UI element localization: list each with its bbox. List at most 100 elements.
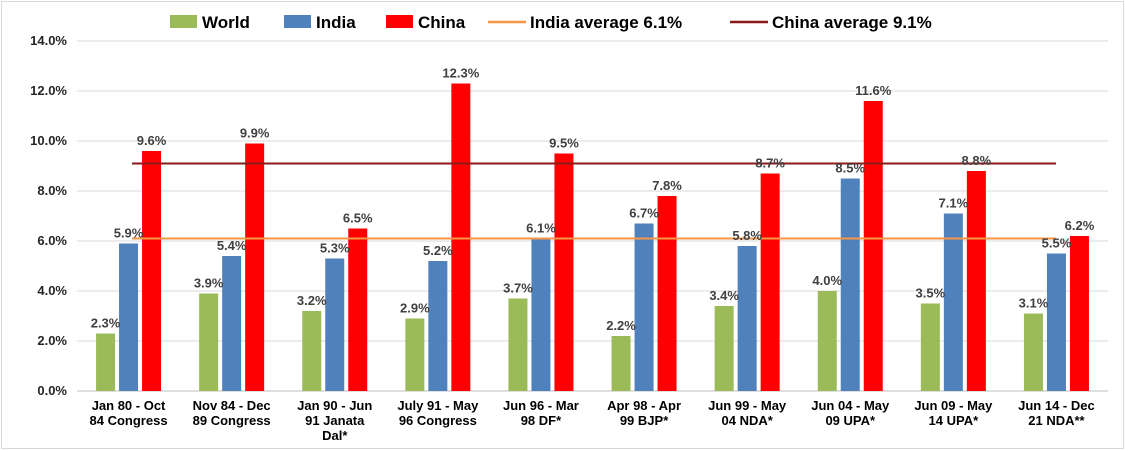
x-tick-label-line: 89 Congress bbox=[193, 413, 271, 428]
x-tick-label-line: Jun 04 - May bbox=[811, 398, 890, 413]
x-tick-label: Jun 96 - Mar 98 DF* bbox=[503, 398, 579, 428]
data-label-world: 4.0% bbox=[812, 273, 842, 288]
data-labels: 2.3% 5.9% 9.6% 3.9% 5.4% 9.9% 3.2% 5.3% 6.5% 2.9%… bbox=[91, 66, 1095, 334]
legend-swatch-china bbox=[386, 15, 413, 28]
data-label-india: 5.5% bbox=[1042, 236, 1072, 251]
x-tick-label-line: Jun 09 - May bbox=[914, 398, 993, 413]
reference-lines bbox=[132, 162, 1056, 240]
legend-label-china-average-9-1: China average 9.1% bbox=[772, 13, 932, 32]
data-label-world: 2.3% bbox=[91, 316, 121, 331]
bar-world bbox=[199, 293, 219, 391]
data-label-india: 7.1% bbox=[939, 196, 969, 211]
x-tick-label-line: Nov 84 - Dec bbox=[193, 398, 271, 413]
data-label-china: 8.7% bbox=[755, 156, 785, 171]
y-tick-label: 0.0% bbox=[37, 383, 67, 398]
x-tick-label-line: July 91 - May bbox=[397, 398, 479, 413]
data-label-china: 9.5% bbox=[549, 136, 579, 151]
y-tick-label: 10.0% bbox=[30, 133, 67, 148]
data-label-india: 5.2% bbox=[423, 243, 453, 258]
bars bbox=[96, 83, 1089, 391]
legend-label-china: China bbox=[418, 13, 466, 32]
y-tick-label: 2.0% bbox=[37, 333, 67, 348]
bar-world bbox=[920, 303, 940, 391]
y-tick-label: 4.0% bbox=[37, 283, 67, 298]
bar-world bbox=[302, 311, 322, 391]
x-tick-label-line: Dal* bbox=[322, 428, 348, 443]
bar-india bbox=[531, 238, 551, 391]
data-label-china: 12.3% bbox=[442, 66, 479, 81]
bar-china bbox=[1069, 236, 1089, 391]
data-label-world: 2.9% bbox=[400, 301, 430, 316]
bar-world bbox=[714, 306, 734, 391]
bar-china bbox=[657, 196, 677, 391]
data-label-india: 8.5% bbox=[835, 161, 865, 176]
bar-world bbox=[508, 298, 528, 391]
x-tick-label: Jan 90 - Jun 91 Janata Dal* bbox=[297, 398, 372, 443]
data-label-world: 3.7% bbox=[503, 281, 533, 296]
x-tick-label-line: Jan 90 - Jun bbox=[297, 398, 372, 413]
x-tick-label: Nov 84 - Dec 89 Congress bbox=[193, 398, 271, 428]
y-tick-label: 8.0% bbox=[37, 183, 67, 198]
x-tick-label: Apr 98 - Apr 99 BJP* bbox=[607, 398, 681, 428]
bar-china bbox=[863, 101, 883, 391]
data-label-china: 9.9% bbox=[240, 126, 270, 141]
data-label-china: 6.5% bbox=[343, 211, 373, 226]
legend-swatch-world bbox=[170, 15, 197, 28]
data-label-china: 8.8% bbox=[962, 153, 992, 168]
x-tick-label-line: 91 Janata bbox=[305, 413, 365, 428]
x-tick-label: Jun 04 - May 09 UPA* bbox=[811, 398, 890, 428]
data-label-world: 3.2% bbox=[297, 293, 327, 308]
data-label-china: 6.2% bbox=[1065, 218, 1095, 233]
data-label-china: 9.6% bbox=[137, 133, 167, 148]
bar-china bbox=[760, 173, 780, 391]
bar-india bbox=[428, 261, 448, 391]
bar-india bbox=[325, 258, 345, 391]
x-tick-label-line: Jun 99 - May bbox=[708, 398, 787, 413]
x-tick-label-line: Jun 96 - Mar bbox=[503, 398, 579, 413]
y-tick-label: 14.0% bbox=[30, 33, 67, 48]
x-tick-label: July 91 - May 96 Congress bbox=[397, 398, 479, 428]
legend-label-india-average-6-1: India average 6.1% bbox=[530, 13, 682, 32]
x-axis: Jan 80 - Oct 84 Congress Nov 84 - Dec 89 Co… bbox=[90, 398, 1095, 443]
legend: World India China India average 6.1% China a… bbox=[170, 13, 932, 32]
y-tick-label: 6.0% bbox=[37, 233, 67, 248]
data-label-india: 6.7% bbox=[629, 206, 659, 221]
bar-india bbox=[943, 213, 963, 391]
legend-label-world: World bbox=[202, 13, 250, 32]
y-axis: 0.0% 2.0% 4.0% 6.0% 8.0% 10.0% 12.0% 14.0% bbox=[30, 33, 67, 398]
data-label-world: 3.4% bbox=[709, 288, 739, 303]
x-tick-label-line: 21 NDA** bbox=[1028, 413, 1085, 428]
bar-china bbox=[554, 153, 574, 391]
x-tick-label-line: Apr 98 - Apr bbox=[607, 398, 681, 413]
bar-india bbox=[222, 256, 242, 391]
bar-china bbox=[142, 151, 162, 391]
data-label-india: 5.3% bbox=[320, 241, 350, 256]
bar-india bbox=[119, 243, 139, 391]
x-tick-label-line: 04 NDA* bbox=[722, 413, 774, 428]
bar-world bbox=[817, 291, 837, 391]
x-tick-label-line: Jan 80 - Oct bbox=[92, 398, 166, 413]
data-label-india: 5.8% bbox=[732, 228, 762, 243]
legend-label-india: India bbox=[316, 13, 356, 32]
bar-world bbox=[1023, 313, 1043, 391]
data-label-world: 3.1% bbox=[1019, 296, 1049, 311]
bar-india bbox=[634, 223, 654, 391]
bar-india bbox=[737, 246, 757, 391]
x-tick-label: Jun 09 - May 14 UPA* bbox=[914, 398, 993, 428]
data-label-world: 3.5% bbox=[916, 286, 946, 301]
bar-india bbox=[840, 178, 860, 391]
x-tick-label-line: 14 UPA* bbox=[929, 413, 980, 428]
data-label-china: 11.6% bbox=[855, 83, 892, 98]
bar-china bbox=[451, 83, 471, 391]
data-label-india: 5.4% bbox=[217, 238, 247, 253]
data-label-world: 2.2% bbox=[606, 318, 636, 333]
x-tick-label-line: 96 Congress bbox=[399, 413, 477, 428]
bar-world bbox=[405, 318, 425, 391]
bar-china bbox=[348, 228, 368, 391]
x-tick-label: Jun 14 - Dec 21 NDA** bbox=[1018, 398, 1095, 428]
y-tick-label: 12.0% bbox=[30, 83, 67, 98]
bar-china bbox=[245, 143, 265, 391]
legend-swatch-india bbox=[284, 15, 311, 28]
x-tick-label: Jun 99 - May 04 NDA* bbox=[708, 398, 787, 428]
